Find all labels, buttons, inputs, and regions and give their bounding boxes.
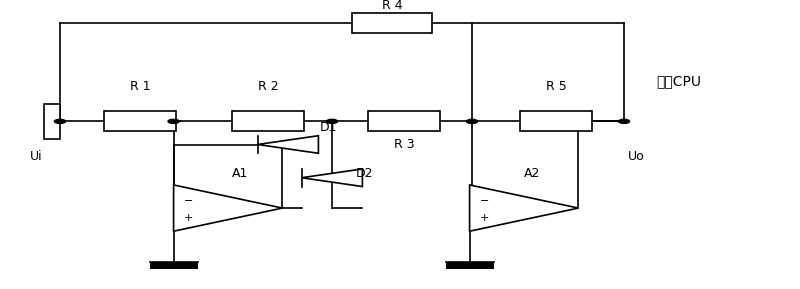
Circle shape — [54, 119, 66, 123]
Bar — [104, 111, 176, 131]
Text: $-$: $-$ — [479, 194, 490, 204]
Bar — [232, 111, 304, 131]
Circle shape — [618, 119, 630, 123]
Text: R 4: R 4 — [382, 0, 402, 12]
Bar — [520, 111, 592, 131]
Polygon shape — [470, 185, 578, 231]
Bar — [368, 111, 440, 131]
Text: A1: A1 — [232, 167, 248, 180]
Text: D2: D2 — [356, 167, 374, 180]
Text: Ui: Ui — [30, 150, 42, 162]
Polygon shape — [258, 136, 318, 153]
Circle shape — [326, 119, 338, 123]
Text: 主控CPU: 主控CPU — [656, 74, 701, 88]
Text: $-$: $-$ — [183, 194, 194, 204]
Bar — [446, 262, 494, 269]
Text: D1: D1 — [320, 121, 338, 134]
Text: R 1: R 1 — [130, 80, 150, 93]
Text: Uo: Uo — [628, 150, 644, 162]
Text: $+$: $+$ — [479, 212, 490, 223]
Text: A2: A2 — [524, 167, 540, 180]
Bar — [44, 104, 60, 139]
Circle shape — [466, 119, 478, 123]
Bar — [352, 13, 432, 33]
Text: R 2: R 2 — [258, 80, 278, 93]
Polygon shape — [302, 169, 362, 186]
Text: R 3: R 3 — [394, 138, 414, 151]
Bar — [150, 262, 198, 269]
Circle shape — [168, 119, 179, 123]
Text: R 5: R 5 — [546, 80, 566, 93]
Text: $+$: $+$ — [183, 212, 194, 223]
Polygon shape — [174, 185, 282, 231]
